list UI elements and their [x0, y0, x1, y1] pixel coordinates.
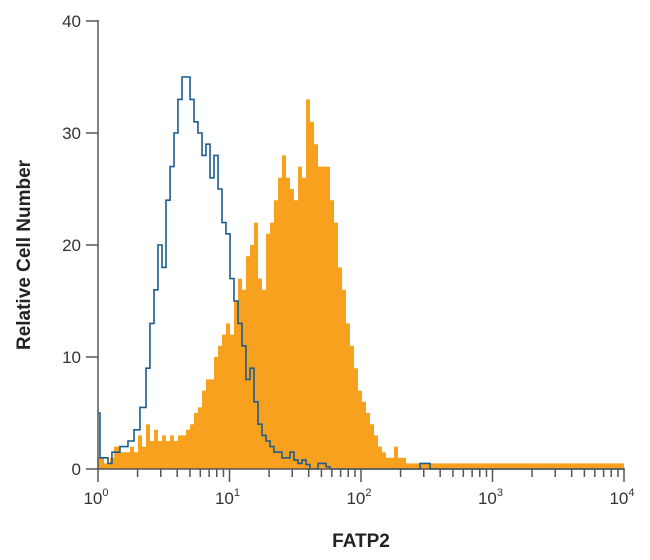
y-axis-title: Relative Cell Number	[14, 159, 35, 350]
x-tick-label: 104	[609, 487, 634, 508]
x-tick-label: 102	[346, 487, 371, 508]
isotype-histogram-outline	[98, 76, 624, 470]
y-tick-label: 10	[62, 348, 81, 367]
x-tick-labels: 100 101 102 103 104	[83, 487, 634, 508]
x-axis-ticks	[97, 469, 625, 482]
y-axis-ticks	[86, 20, 98, 470]
y-tick-label: 20	[62, 236, 81, 255]
x-tick-label: 103	[478, 487, 503, 508]
x-tick-label: 100	[83, 487, 108, 508]
y-tick-label: 30	[62, 124, 81, 143]
y-tick-label: 0	[72, 460, 81, 479]
y-tick-labels: 0 10 20 30 40	[62, 12, 81, 479]
x-axis-title: FATP2	[332, 531, 390, 552]
axes	[86, 20, 625, 482]
fatp2-histogram-filled	[98, 99, 624, 470]
y-tick-label: 40	[62, 12, 81, 31]
x-tick-label: 101	[215, 487, 240, 508]
plot-area	[98, 76, 624, 470]
